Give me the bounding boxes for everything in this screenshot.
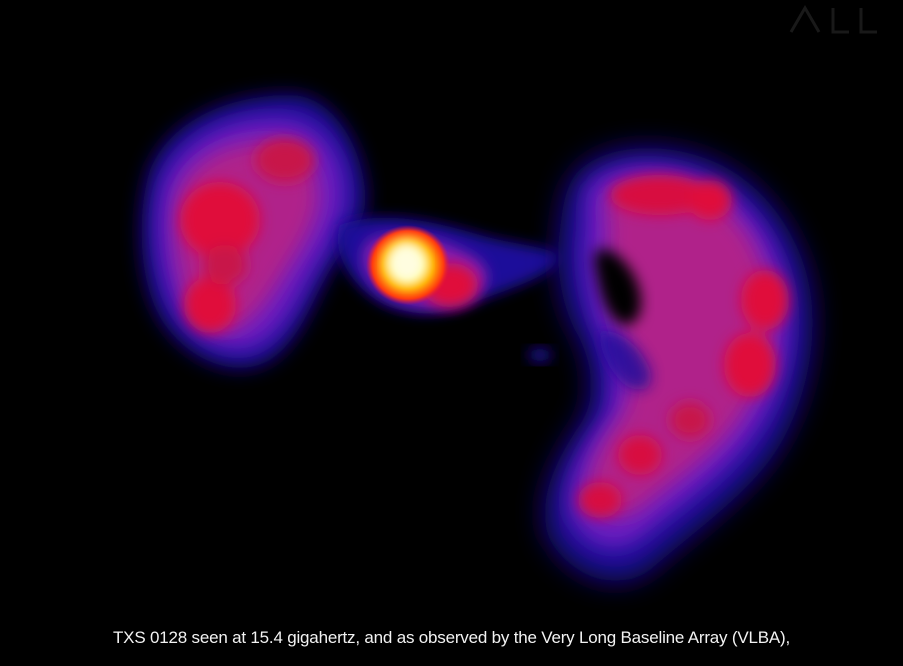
bright-core bbox=[366, 225, 450, 305]
right-lobe bbox=[544, 148, 813, 582]
faint-logo-watermark-icon bbox=[789, 5, 877, 34]
left-lobe bbox=[141, 95, 366, 368]
central-jet bbox=[337, 217, 560, 362]
image-caption: TXS 0128 seen at 15.4 gigahertz, and as … bbox=[113, 628, 790, 647]
